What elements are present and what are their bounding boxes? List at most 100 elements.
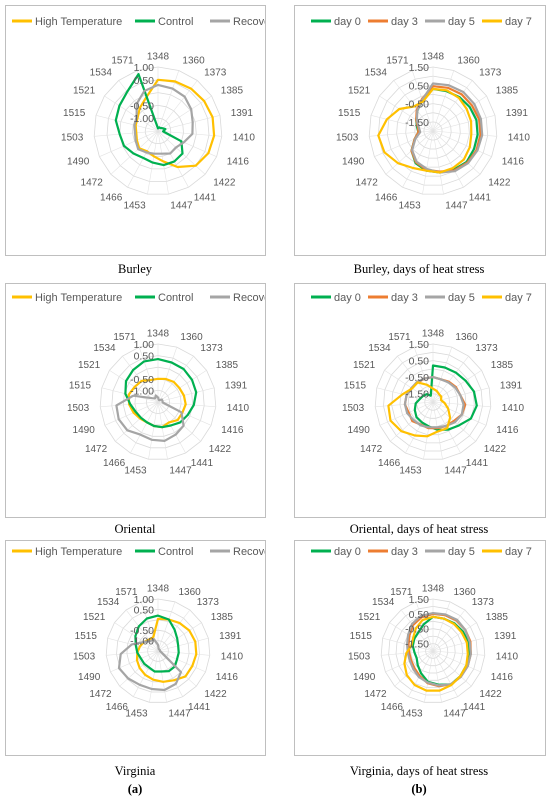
category-label: 1472 (360, 444, 383, 455)
category-label: 1348 (147, 329, 170, 340)
category-label: 1503 (342, 403, 365, 414)
caption-oriental-heat-days: Oriental, days of heat stress (349, 522, 489, 536)
column-label-a-text: (a) (127, 782, 143, 796)
category-label: 1515 (344, 381, 367, 392)
grid-spoke (432, 609, 466, 652)
legend-label: day 7 (505, 546, 532, 558)
category-label: 1466 (381, 702, 404, 713)
grid-spoke (432, 637, 484, 652)
category-label: 1515 (338, 108, 361, 119)
legend: day 0 day 3 day 5 day 7 (311, 546, 532, 558)
grid-spoke (115, 401, 159, 442)
radial-tick-label: 1.50 (409, 339, 430, 351)
grid-ring (144, 117, 172, 145)
category-label: 1447 (444, 466, 467, 477)
radar-grid (368, 66, 498, 195)
category-label: 1360 (454, 587, 477, 598)
grid-spoke (157, 650, 206, 673)
legend-label: High Temperature (35, 292, 122, 304)
category-label: 1521 (73, 86, 96, 97)
legend-label: day 3 (391, 16, 418, 28)
category-label: 1416 (227, 157, 250, 168)
grid-spoke (405, 401, 434, 454)
chart-panel-burley-heat-days: 1348 1360 1373 1385 1391 1410 1416 1422 1441 1447… (294, 5, 546, 256)
grid-ring (106, 79, 210, 182)
grid-spoke (106, 650, 159, 656)
category-label: 1373 (472, 597, 495, 608)
legend-label: day 0 (334, 16, 361, 28)
chart-panel-virginia: 1348 1360 1373 1385 1391 1410 1416 1422 1441 1447… (5, 540, 266, 756)
grid-spoke (149, 650, 159, 703)
radial-tick-label: -0.50 (405, 624, 429, 636)
legend-label: day 5 (448, 292, 475, 304)
grid-spoke (157, 95, 212, 132)
grid-spoke (415, 601, 434, 652)
grid-spoke (432, 622, 477, 652)
grid-spoke (400, 609, 434, 652)
category-label: 1348 (422, 329, 445, 340)
category-label: 1391 (231, 108, 254, 119)
category-label: 1466 (375, 193, 398, 204)
category-label: 1571 (113, 332, 136, 343)
legend-label: High Temperature (35, 546, 122, 558)
category-label: 1373 (475, 343, 498, 354)
legend-label: Recovery (233, 546, 265, 558)
grid-spoke (157, 130, 169, 195)
category-label: 1422 (484, 444, 507, 455)
legend: day 0 day 3 day 5 day 7 (311, 16, 532, 28)
category-label: 1441 (194, 193, 217, 204)
category-label: 1453 (124, 466, 147, 477)
category-label: 1453 (123, 201, 146, 212)
grid-spoke (432, 115, 496, 132)
category-label: 1466 (106, 702, 129, 713)
grid-spoke (94, 130, 159, 137)
category-label: 1348 (147, 52, 170, 63)
grid-spoke (125, 609, 159, 652)
category-label: 1410 (221, 652, 244, 663)
radar-grid (105, 598, 211, 703)
grid-spoke (157, 401, 186, 454)
grid-spoke (432, 650, 485, 656)
legend-label: day 0 (334, 546, 361, 558)
category-label: 1416 (496, 425, 519, 436)
legend-label: day 5 (448, 16, 475, 28)
grid-spoke (99, 130, 159, 157)
category-label: 1416 (216, 672, 239, 683)
category-label: 1373 (204, 67, 227, 78)
category-label: 1466 (100, 193, 123, 204)
grid-spoke (148, 401, 159, 460)
legend-label: Control (158, 292, 193, 304)
radial-tick-label: 0.50 (409, 609, 430, 621)
radial-tick-label: -1.50 (405, 389, 429, 401)
category-label: 1466 (103, 458, 126, 469)
series-line-day-7 (387, 381, 452, 438)
radial-tick-label: -0.50 (405, 99, 429, 111)
legend: High Temperature Control Recovery (12, 546, 265, 558)
series-line-control (114, 72, 184, 167)
category-label: 1453 (399, 466, 422, 477)
category-label: 1360 (182, 56, 205, 67)
grid-spoke (157, 130, 217, 157)
chart-panel-burley: 1348 1360 1373 1385 1391 1410 1416 1422 1441 1447… (5, 5, 266, 256)
series-line-high-temperature (134, 78, 216, 169)
category-label: 1422 (213, 177, 236, 188)
category-label: 1503 (348, 652, 371, 663)
grid-spoke (157, 387, 215, 403)
category-label: 1571 (115, 587, 138, 598)
grid-spoke (157, 637, 209, 652)
grid-spoke (432, 80, 473, 132)
category-label: 1534 (365, 67, 388, 78)
grid-spoke (110, 130, 159, 175)
grid-spoke (385, 130, 434, 175)
category-label: 1472 (85, 444, 108, 455)
category-label: 1360 (455, 332, 478, 343)
grid-spoke (157, 401, 212, 426)
category-label: 1515 (75, 631, 98, 642)
grid-ring (417, 635, 449, 667)
category-label: 1453 (400, 709, 423, 720)
legend-label: Control (158, 16, 193, 28)
category-label: 1447 (445, 201, 468, 212)
